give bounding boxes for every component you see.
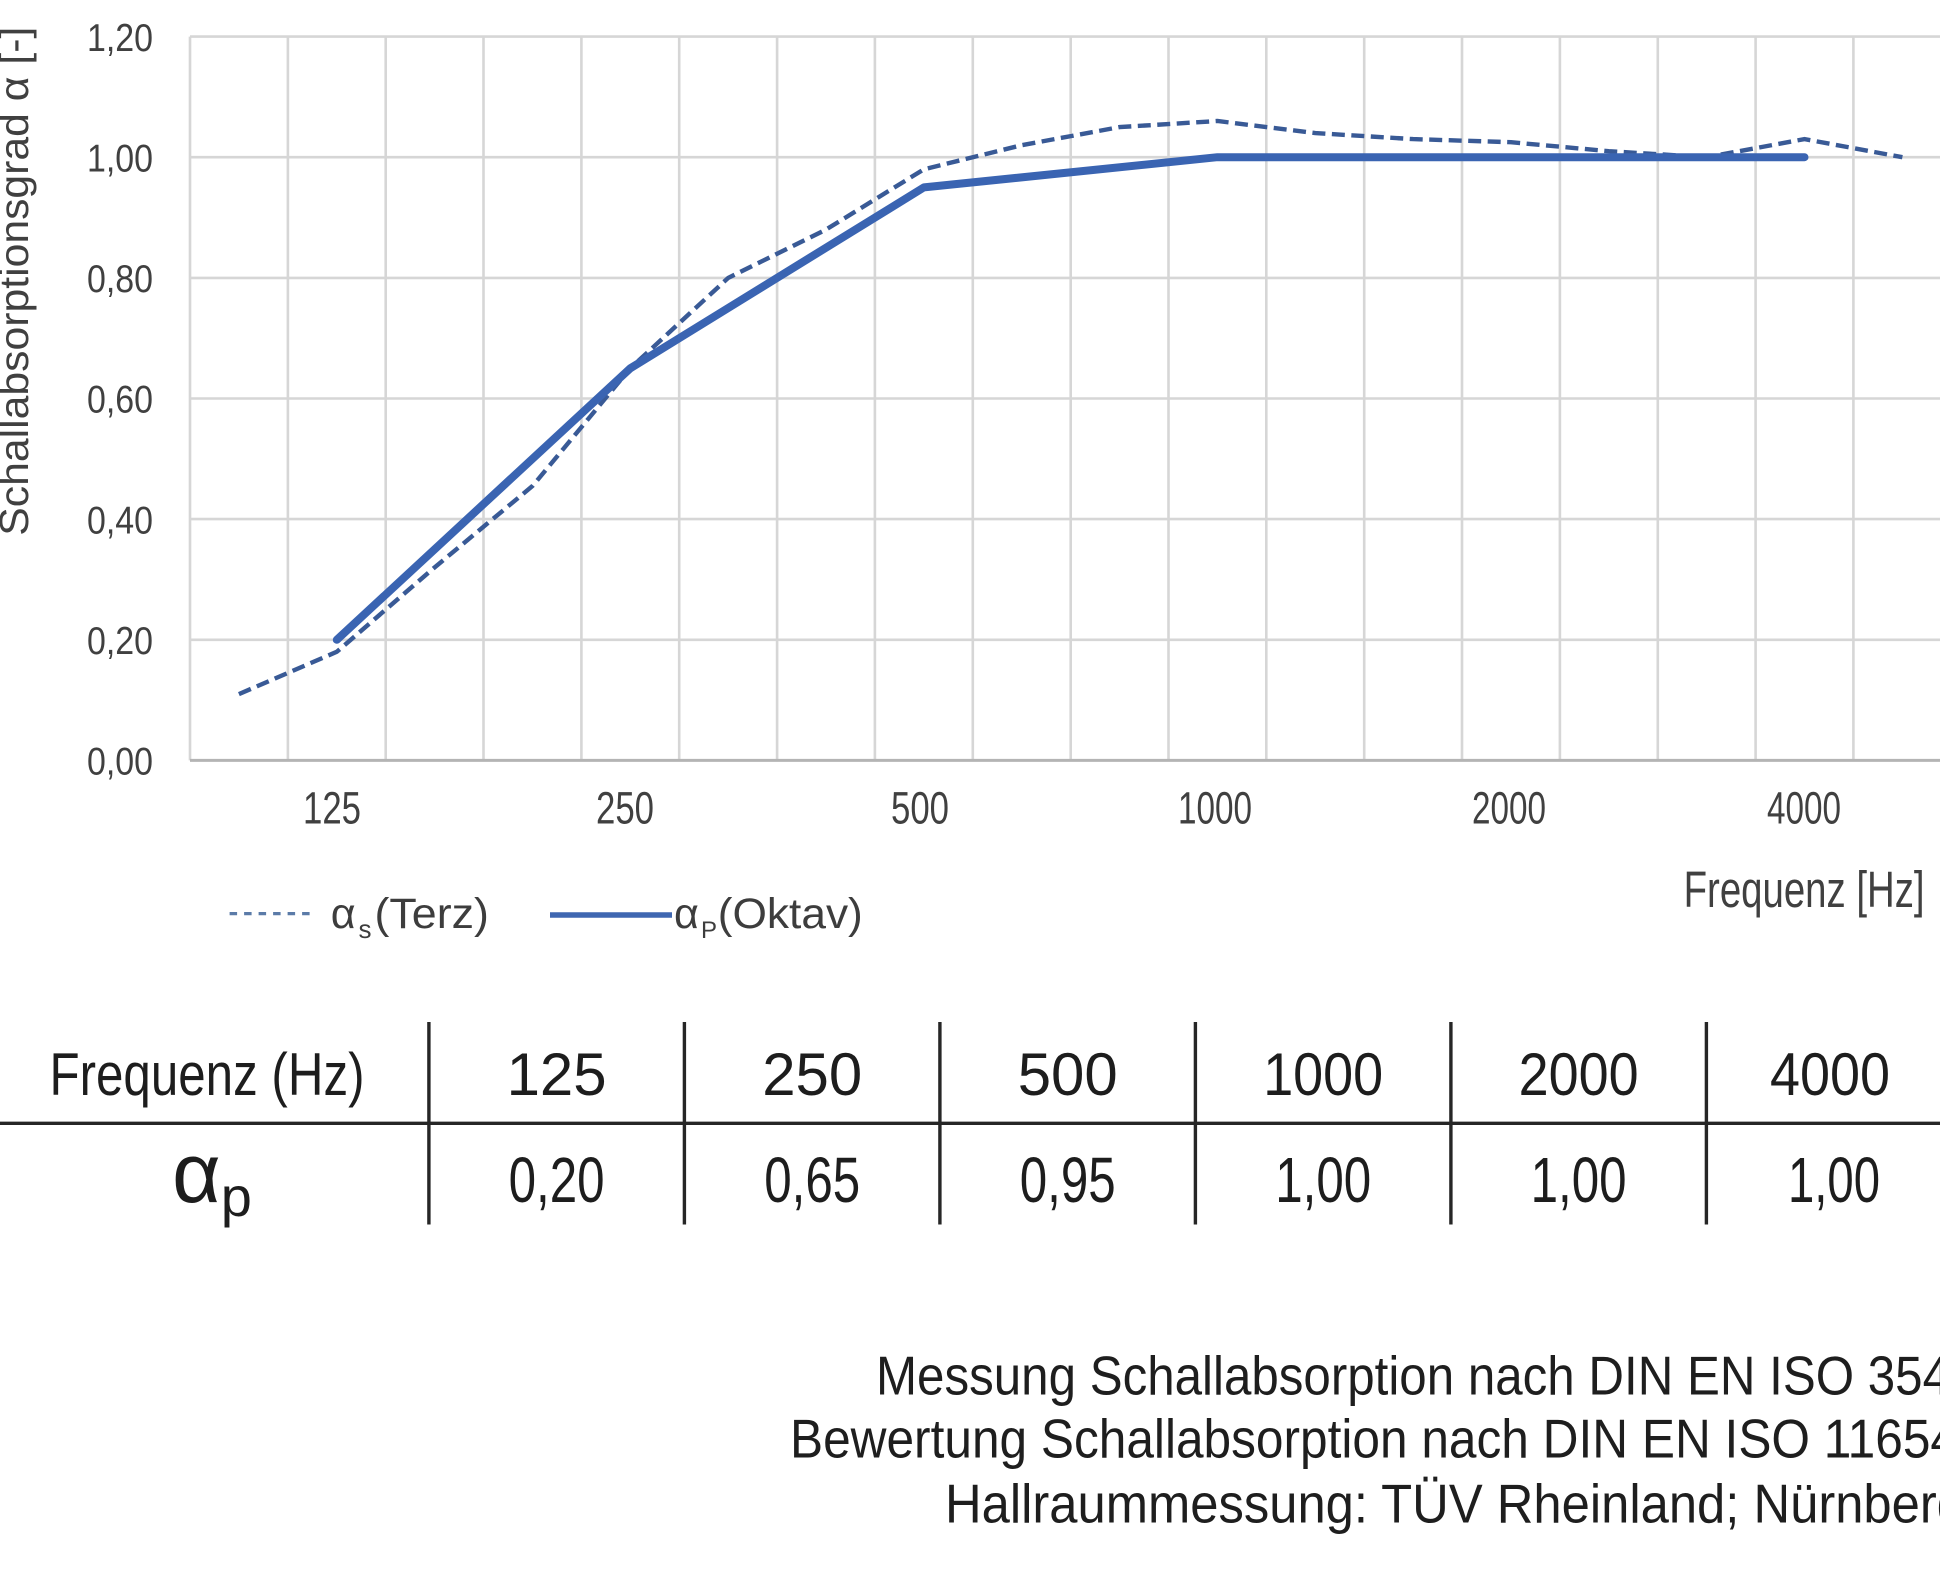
- svg-text:0,65: 0,65: [764, 1144, 860, 1216]
- svg-text:s: s: [359, 914, 372, 944]
- svg-text:Hallraummessung: TÜV Rheinland: Hallraummessung: TÜV Rheinland; Nürnberg: [945, 1473, 1940, 1535]
- svg-text:1,20: 1,20: [87, 17, 153, 60]
- svg-text:0,20: 0,20: [509, 1144, 605, 1216]
- svg-text:0,60: 0,60: [87, 379, 153, 422]
- svg-text:1000: 1000: [1263, 1041, 1383, 1108]
- svg-text:0,80: 0,80: [87, 258, 153, 301]
- svg-text:4000: 4000: [1767, 783, 1841, 834]
- svg-text:Bewertung Schallabsorption nac: Bewertung Schallabsorption nach DIN EN I…: [790, 1408, 1940, 1470]
- svg-text:1,00: 1,00: [1788, 1144, 1880, 1216]
- svg-text:500: 500: [891, 783, 949, 834]
- svg-text:1,00: 1,00: [1275, 1144, 1371, 1216]
- svg-text:Schallabsorptionsgrad α [-]: Schallabsorptionsgrad α [-]: [0, 27, 37, 536]
- svg-text:1,00: 1,00: [1531, 1144, 1627, 1216]
- svg-text:(Terz): (Terz): [375, 890, 489, 938]
- svg-text:P: P: [701, 917, 717, 944]
- svg-text:(Oktav): (Oktav): [718, 890, 863, 938]
- svg-text:0,95: 0,95: [1020, 1144, 1116, 1216]
- svg-text:0,40: 0,40: [87, 499, 153, 542]
- svg-text:250: 250: [762, 1041, 862, 1108]
- svg-text:125: 125: [507, 1041, 607, 1108]
- svg-text:2000: 2000: [1519, 1041, 1639, 1108]
- svg-text:Frequenz [Hz]: Frequenz [Hz]: [1684, 861, 1925, 918]
- svg-text:αp: αp: [172, 1126, 252, 1228]
- svg-text:0,00: 0,00: [87, 741, 153, 784]
- svg-text:250: 250: [596, 783, 654, 834]
- svg-text:0,20: 0,20: [87, 620, 153, 663]
- svg-text:α: α: [331, 890, 356, 938]
- svg-text:500: 500: [1018, 1041, 1118, 1108]
- svg-text:1000: 1000: [1178, 783, 1252, 834]
- svg-text:4000: 4000: [1770, 1041, 1890, 1108]
- svg-text:2000: 2000: [1472, 783, 1546, 834]
- svg-text:Messung Schallabsorption nach: Messung Schallabsorption nach DIN EN ISO…: [876, 1345, 1940, 1407]
- svg-text:1,00: 1,00: [87, 137, 153, 180]
- svg-text:Frequenz (Hz): Frequenz (Hz): [50, 1041, 365, 1108]
- svg-text:α: α: [674, 890, 699, 938]
- svg-text:125: 125: [303, 783, 361, 834]
